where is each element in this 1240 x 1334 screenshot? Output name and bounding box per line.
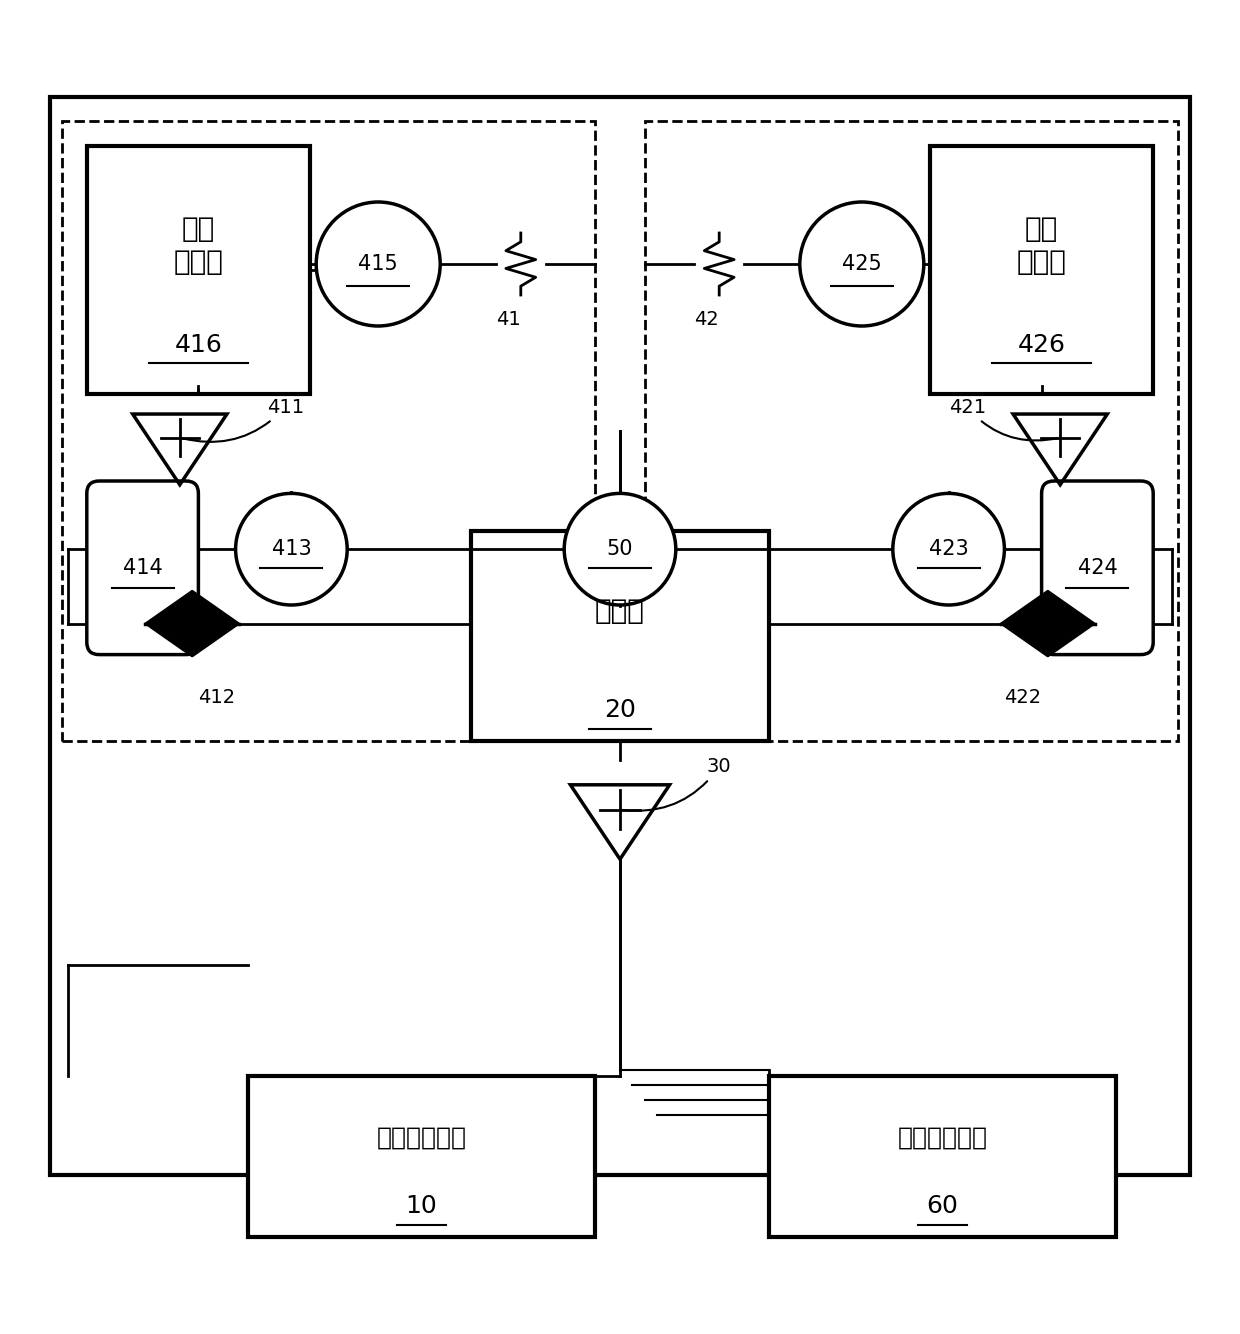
Circle shape	[800, 201, 924, 325]
Text: 411: 411	[182, 398, 304, 442]
Text: 42: 42	[694, 311, 719, 329]
FancyBboxPatch shape	[248, 1077, 595, 1238]
Polygon shape	[1048, 591, 1095, 656]
Circle shape	[236, 494, 347, 606]
Text: 421: 421	[949, 398, 1058, 440]
Text: 426: 426	[1018, 332, 1065, 356]
Polygon shape	[145, 591, 192, 656]
Text: 422: 422	[1004, 688, 1042, 707]
Text: 参考腔: 参考腔	[595, 596, 645, 624]
FancyBboxPatch shape	[645, 121, 1178, 742]
Text: 自动控制装置: 自动控制装置	[898, 1126, 987, 1150]
Circle shape	[316, 201, 440, 325]
Text: 416: 416	[175, 332, 222, 356]
Text: 425: 425	[842, 253, 882, 273]
Circle shape	[893, 494, 1004, 606]
Text: 423: 423	[929, 539, 968, 559]
Text: 414: 414	[123, 558, 162, 578]
FancyBboxPatch shape	[87, 147, 310, 395]
Text: 412: 412	[198, 688, 236, 707]
Text: 413: 413	[272, 539, 311, 559]
FancyBboxPatch shape	[87, 482, 198, 655]
FancyBboxPatch shape	[62, 121, 595, 742]
Text: 415: 415	[358, 253, 398, 273]
Text: 第一
样品腔: 第一 样品腔	[174, 215, 223, 276]
Text: 30: 30	[622, 758, 732, 811]
FancyBboxPatch shape	[930, 147, 1153, 395]
Text: 41: 41	[496, 311, 521, 329]
FancyBboxPatch shape	[769, 1077, 1116, 1238]
Polygon shape	[1001, 591, 1048, 656]
FancyBboxPatch shape	[50, 96, 1190, 1175]
Circle shape	[564, 494, 676, 606]
Text: 50: 50	[606, 539, 634, 559]
FancyBboxPatch shape	[471, 531, 769, 742]
Text: 10: 10	[405, 1194, 438, 1218]
Text: 60: 60	[926, 1194, 959, 1218]
Text: 第二
样品腔: 第二 样品腔	[1017, 215, 1066, 276]
Text: 424: 424	[1078, 558, 1117, 578]
Text: 20: 20	[604, 699, 636, 723]
FancyBboxPatch shape	[1042, 482, 1153, 655]
Polygon shape	[192, 591, 239, 656]
Text: 高压气源装置: 高压气源装置	[377, 1126, 466, 1150]
